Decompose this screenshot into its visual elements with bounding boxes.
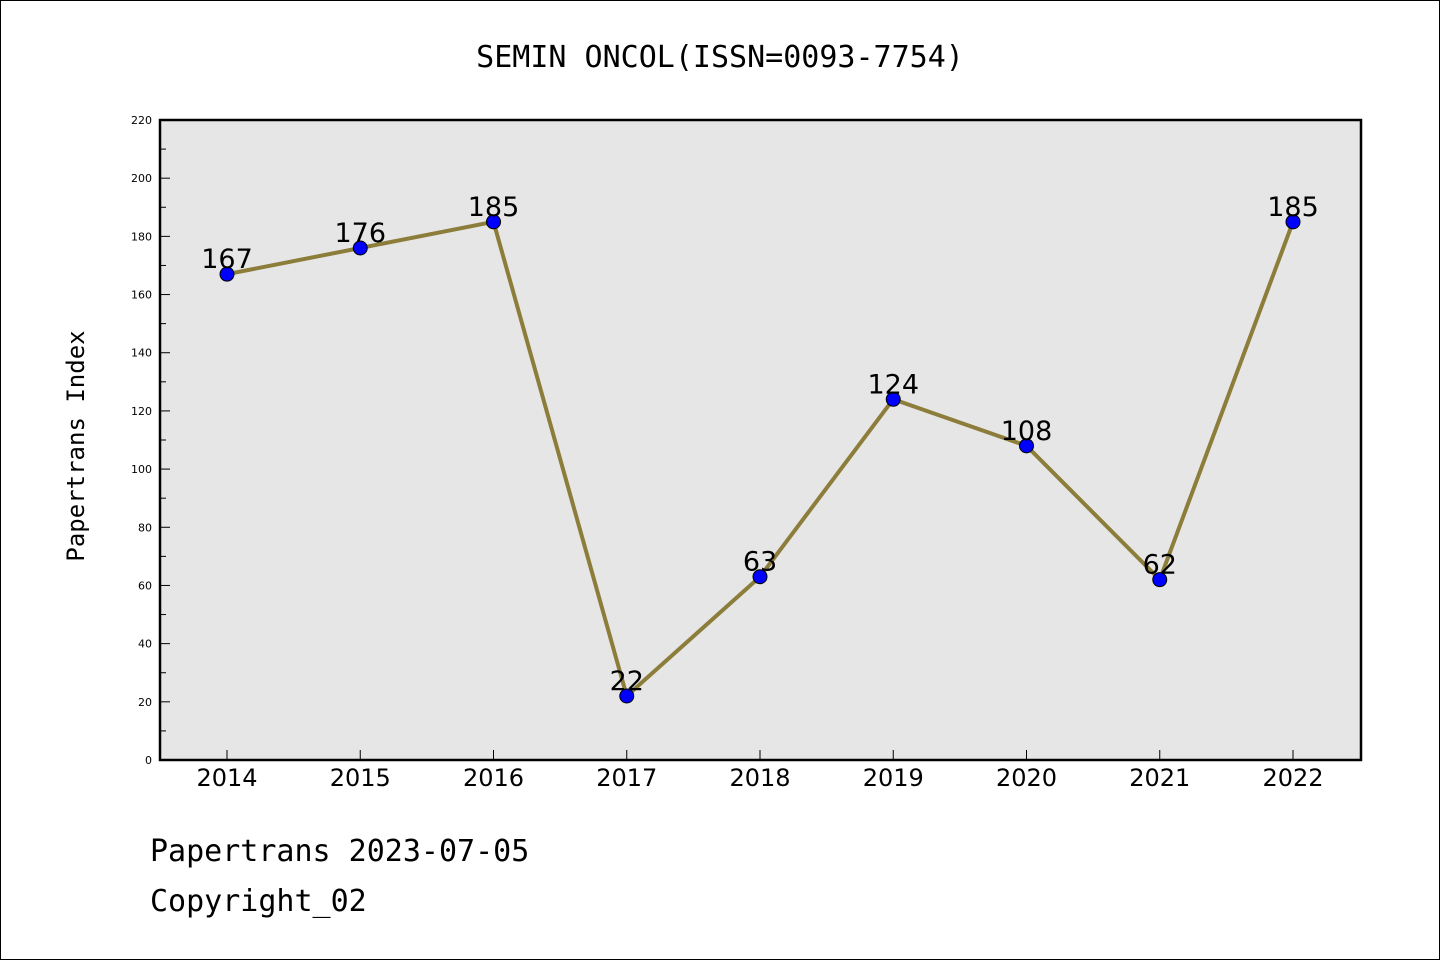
series-markers bbox=[219, 214, 1301, 704]
y-axis-label: Papertrans Index bbox=[62, 330, 90, 561]
data-point bbox=[1152, 572, 1168, 588]
data-point bbox=[1019, 438, 1034, 454]
x-tick-label: 2019 bbox=[863, 764, 924, 792]
data-point bbox=[752, 569, 768, 585]
x-tick-label: 2014 bbox=[196, 764, 257, 792]
data-label: 167 bbox=[201, 244, 253, 275]
x-tick-label: 2021 bbox=[1129, 764, 1190, 792]
data-label: 63 bbox=[743, 547, 777, 578]
y-tick-label: 100 bbox=[131, 463, 152, 476]
plot-area bbox=[158, 118, 1363, 762]
data-labels: 167 176 185 22 63 124 108 62 185 bbox=[201, 192, 1319, 697]
data-point bbox=[486, 214, 501, 230]
data-point bbox=[885, 391, 901, 407]
data-label: 62 bbox=[1143, 550, 1177, 581]
x-tick-label: 2018 bbox=[729, 764, 790, 792]
footer-date: Papertrans 2023-07-05 bbox=[150, 834, 530, 869]
x-tick-label: 2016 bbox=[463, 764, 524, 792]
y-tick-label: 40 bbox=[138, 638, 152, 651]
x-tick-label: 2015 bbox=[330, 764, 391, 792]
data-point bbox=[1285, 214, 1301, 230]
data-point bbox=[619, 688, 635, 704]
data-point bbox=[352, 240, 368, 256]
data-label: 185 bbox=[1267, 192, 1319, 223]
data-label: 124 bbox=[867, 369, 919, 400]
x-tick-label: 2020 bbox=[996, 764, 1057, 792]
y-tick-label: 0 bbox=[145, 754, 152, 767]
y-tick-label: 20 bbox=[138, 696, 152, 709]
data-label: 108 bbox=[1001, 416, 1053, 447]
chart-title: SEMIN ONCOL(ISSN=0093-7754) bbox=[476, 40, 964, 75]
x-tick-label: 2022 bbox=[1262, 764, 1323, 792]
y-tick-label: 60 bbox=[138, 579, 152, 592]
y-tick-label: 200 bbox=[131, 172, 152, 185]
y-tick-label: 80 bbox=[138, 521, 152, 534]
footer-copyright: Copyright_02 bbox=[150, 884, 367, 919]
y-tick-label: 180 bbox=[131, 230, 152, 243]
data-label: 22 bbox=[610, 666, 644, 697]
data-label: 176 bbox=[334, 218, 386, 249]
y-tick-label: 160 bbox=[131, 289, 152, 302]
y-axis-ticks: 0 20 40 60 80 100 120 140 160 180 200 220 bbox=[131, 114, 170, 767]
x-axis-ticks: 2014 2015 2016 2017 2018 2019 2020 2021 2022 bbox=[196, 750, 1324, 792]
y-tick-label: 140 bbox=[131, 347, 152, 360]
y-tick-label: 220 bbox=[131, 114, 152, 127]
data-label: 185 bbox=[468, 192, 520, 223]
y-tick-label: 120 bbox=[131, 405, 152, 418]
x-tick-label: 2017 bbox=[596, 764, 657, 792]
data-point bbox=[219, 266, 235, 282]
